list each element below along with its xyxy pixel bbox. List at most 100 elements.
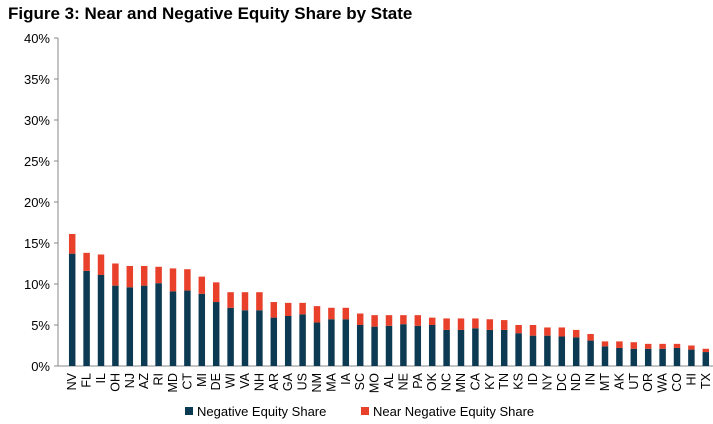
bar-negative-ar <box>270 317 278 366</box>
bar-near-negative-pa <box>414 315 422 326</box>
x-tick-label: TX <box>699 372 713 389</box>
bar-near-negative-oh <box>112 263 119 286</box>
bar-near-negative-al <box>385 315 393 326</box>
x-tick-label: DE <box>209 373 223 390</box>
bar-negative-us <box>299 314 306 366</box>
bar-near-negative-ia <box>342 307 350 320</box>
bar-negative-ne <box>400 324 407 366</box>
x-tick-label: MT <box>598 373 612 391</box>
bar-near-negative-or <box>644 343 652 349</box>
bar-negative-de <box>212 302 220 366</box>
bar-negative-or <box>644 348 652 366</box>
x-tick-label: GA <box>281 372 295 391</box>
bar-negative-oh <box>112 285 119 366</box>
bar-negative-tn <box>500 329 508 366</box>
bar-near-negative-mt <box>601 341 609 347</box>
bar-near-negative-nm <box>313 306 321 323</box>
x-tick-label: PA <box>411 372 425 388</box>
legend-swatch-1 <box>361 407 369 415</box>
bar-negative-md <box>169 291 177 366</box>
bar-near-negative-ct <box>184 269 191 291</box>
bar-negative-al <box>385 325 393 366</box>
bar-near-negative-dc <box>558 327 566 337</box>
bar-near-negative-nd <box>572 329 580 338</box>
bars <box>68 233 710 366</box>
x-tick-label: MD <box>166 373 180 392</box>
bar-negative-az <box>140 285 148 366</box>
x-tick-label: WI <box>224 373 238 388</box>
x-tick-label: TN <box>497 373 511 390</box>
bar-negative-pa <box>414 325 422 366</box>
x-tick-label: ID <box>526 373 540 386</box>
bar-negative-ga <box>284 315 292 366</box>
x-tick-label: NY <box>540 372 554 390</box>
bar-near-negative-ut <box>630 342 638 349</box>
bar-near-negative-ga <box>284 302 292 316</box>
bar-near-negative-co <box>673 343 681 348</box>
bar-negative-wa <box>659 348 666 366</box>
legend-swatch-0 <box>185 407 193 415</box>
bar-near-negative-in <box>587 334 594 341</box>
bar-near-negative-fl <box>83 252 90 271</box>
bar-near-negative-ne <box>400 315 407 325</box>
bar-negative-in <box>587 340 594 366</box>
bar-near-negative-ma <box>328 307 335 320</box>
y-axis: 0% 5% 10% 15% 20% 25% 30% 35% 40% <box>24 31 59 374</box>
bar-near-negative-id <box>529 325 537 336</box>
x-tick-label: AK <box>612 372 626 389</box>
bar-negative-ia <box>342 319 350 366</box>
y-tick-label: 30% <box>24 113 50 128</box>
bar-negative-ok <box>428 325 436 366</box>
x-tick-label: UT <box>627 373 641 390</box>
bar-near-negative-sc <box>356 313 364 325</box>
x-tick-label: NJ <box>123 373 137 388</box>
bar-near-negative-tx <box>702 348 710 353</box>
x-tick-label: CO <box>670 373 684 392</box>
bar-near-negative-ks <box>515 325 522 334</box>
x-tick-label: ND <box>569 373 583 391</box>
bar-near-negative-ca <box>472 318 479 329</box>
bar-negative-nj <box>126 287 134 366</box>
bar-negative-nm <box>313 322 321 366</box>
legend: Negative Equity Share Near Negative Equit… <box>185 404 534 419</box>
bar-near-negative-ky <box>486 319 494 330</box>
x-tick-label: OR <box>641 373 655 392</box>
bar-near-negative-ar <box>270 302 278 318</box>
x-tick-label: NM <box>310 373 324 392</box>
bar-negative-nc <box>443 329 450 366</box>
bar-negative-va <box>241 310 249 366</box>
x-tick-label: RI <box>152 373 166 386</box>
x-tick-label: NH <box>252 373 266 391</box>
y-tick-label: 0% <box>31 359 50 374</box>
bar-negative-mi <box>198 293 206 366</box>
bar-near-negative-ak <box>616 341 623 348</box>
x-tick-label: MN <box>454 373 468 392</box>
x-tick-label: IN <box>584 373 598 386</box>
bar-negative-mn <box>457 329 465 366</box>
bar-negative-ut <box>630 348 638 366</box>
bar-near-negative-nh <box>256 292 263 311</box>
bar-negative-ky <box>486 329 494 366</box>
bar-negative-fl <box>83 270 90 366</box>
x-tick-label: VA <box>238 372 252 388</box>
x-axis: NV FL IL OH NJ AZ RI MD CT MI DE WI VA NH AR GA US NM MA IA… <box>58 365 713 393</box>
x-tick-label: US <box>296 373 310 390</box>
bar-negative-nv <box>68 253 76 366</box>
x-tick-label: HI <box>684 373 698 386</box>
bar-near-negative-tn <box>500 320 508 330</box>
x-tick-label: FL <box>80 373 94 388</box>
x-tick-label: SC <box>353 373 367 390</box>
bar-negative-ny <box>544 335 551 366</box>
x-tick-label: IA <box>339 372 353 384</box>
bar-negative-il <box>97 274 105 366</box>
bar-near-negative-md <box>169 268 177 292</box>
legend-label-0: Negative Equity Share <box>197 404 326 419</box>
legend-label-1: Near Negative Equity Share <box>373 404 534 419</box>
bar-negative-tx <box>702 352 710 366</box>
bar-negative-ks <box>515 333 522 366</box>
x-tick-label: OH <box>108 373 122 392</box>
bar-negative-id <box>529 335 537 366</box>
x-tick-label: AZ <box>137 373 151 389</box>
x-tick-label: OK <box>425 372 439 391</box>
bar-near-negative-wa <box>659 343 666 349</box>
